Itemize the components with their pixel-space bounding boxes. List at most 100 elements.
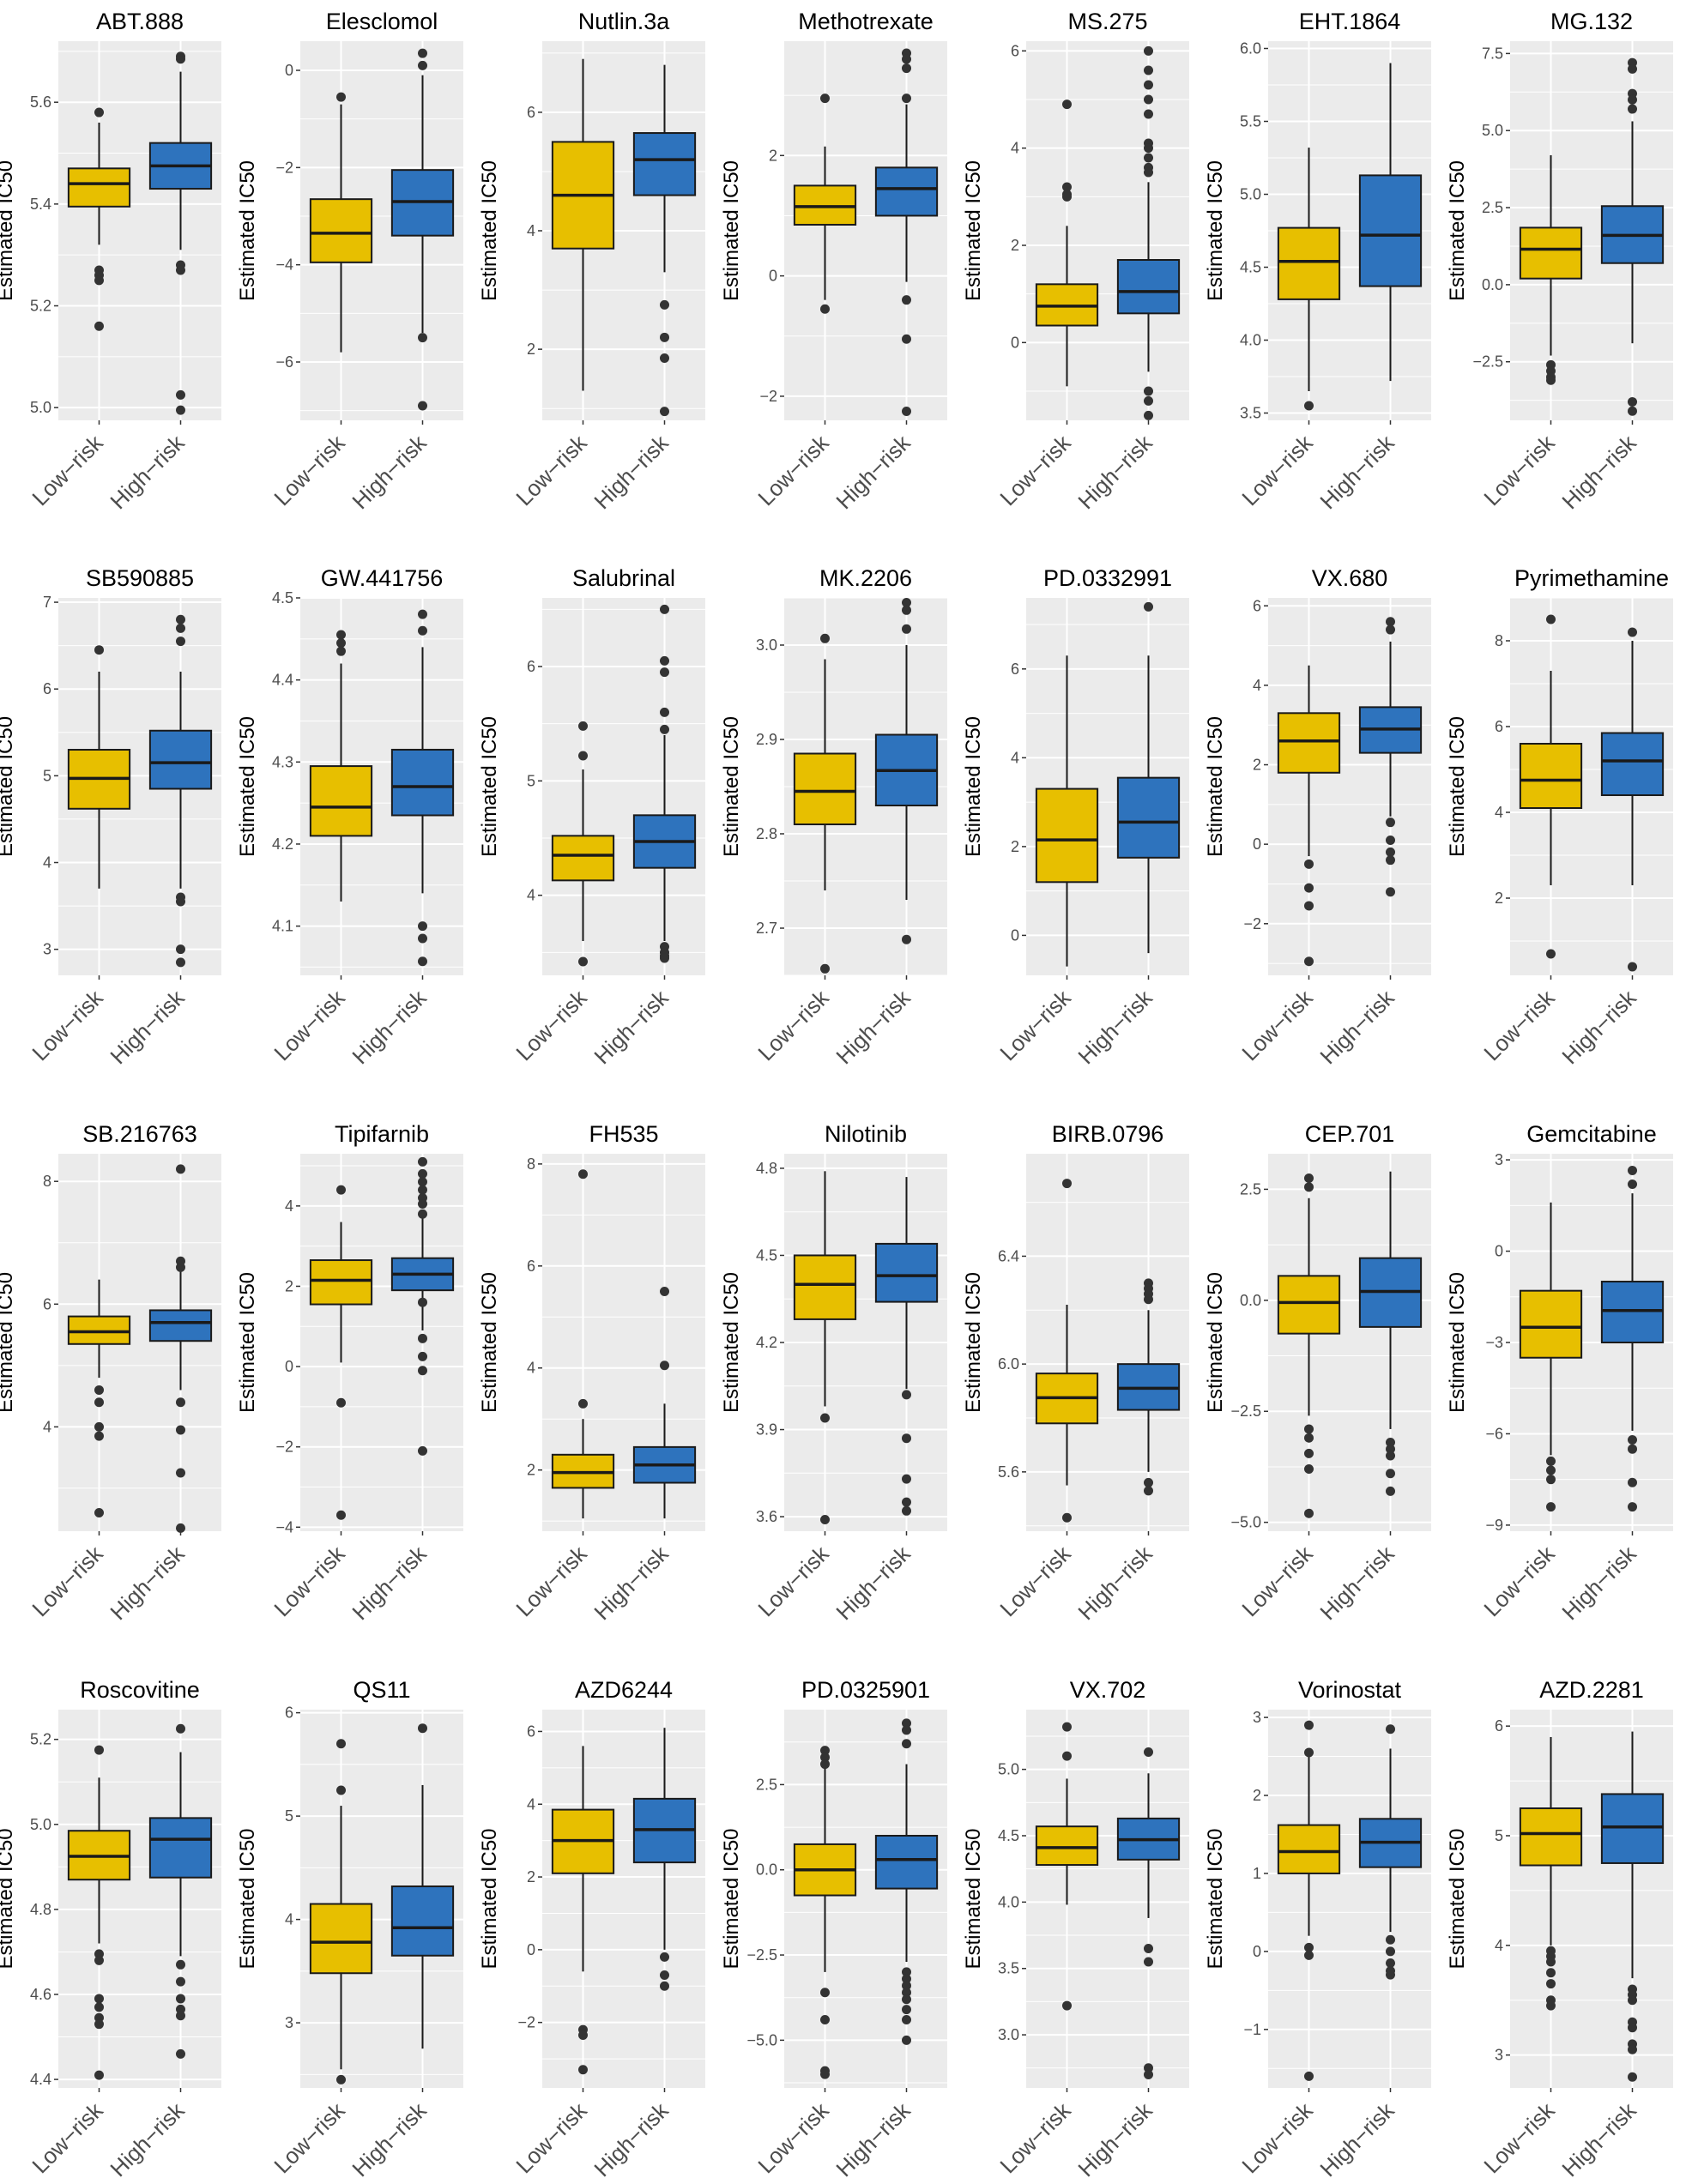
outlier-point (94, 1397, 104, 1408)
outlier-point (418, 48, 427, 58)
y-tick-label: 6 (527, 658, 535, 675)
panel-title: MS.275 (1067, 9, 1147, 34)
low-risk-box (551, 1169, 615, 1519)
outlier-point (1546, 949, 1556, 959)
outlier-point (1304, 1433, 1314, 1443)
y-tick-label: 3.5 (998, 1960, 1019, 1977)
x-category-label: Low−risk (27, 2097, 108, 2178)
outlier-point (902, 1725, 911, 1735)
y-tick-label: −1 (1243, 2021, 1261, 2038)
outlier-point (820, 963, 830, 974)
low-risk-box (67, 645, 131, 889)
outlier-point (418, 625, 427, 636)
outlier-point (1304, 1747, 1314, 1758)
y-tick-label: 4 (285, 1198, 293, 1215)
x-category-label: Low−risk (752, 984, 834, 1065)
outlier-point (820, 1413, 830, 1423)
x-category-label: High−risk (105, 1540, 190, 1625)
x-category-label: High−risk (105, 429, 190, 514)
y-tick-label: 4.5 (1240, 259, 1261, 276)
iqr-box (1116, 259, 1181, 315)
y-tick-label: 8 (527, 1155, 535, 1173)
outlier-point (660, 667, 669, 678)
plot-background (1026, 1154, 1189, 1531)
boxplot-panel: Pyrimethamine 2 4 6 8 Estimated IC50 Low−riskH… (1446, 565, 1673, 1069)
y-tick-label: 0 (527, 1941, 535, 1958)
panel-title: SB.216763 (82, 1121, 197, 1147)
outlier-point (176, 405, 185, 415)
outlier-point (94, 1385, 104, 1395)
outlier-point (94, 1508, 104, 1518)
outlier-point (1628, 2072, 1637, 2082)
y-axis-title: Estimated IC50 (1446, 1828, 1469, 1969)
outlier-point (418, 1209, 427, 1219)
boxplot-panel: VX.680 −2 0 2 4 6 Estimated IC50 Low−riskHigh−r… (1204, 565, 1431, 1069)
outlier-point (1304, 1942, 1314, 1952)
boxplot-panel: ABT.888 5.0 5.2 5.4 5.6 Estimated IC50 Low−ris… (0, 9, 221, 514)
y-tick-label: 0 (285, 1358, 293, 1375)
outlier-point (176, 54, 185, 64)
x-category-label: Low−risk (1236, 984, 1318, 1065)
boxplot-panel: SB.216763 4 6 8 Estimated IC50 Low−riskHigh−r… (0, 1121, 221, 1625)
outlier-point (176, 1994, 185, 2004)
outlier-point (418, 1156, 427, 1167)
plot-background (1268, 1710, 1431, 2088)
outlier-point (176, 1397, 185, 1408)
outlier-point (660, 655, 669, 666)
y-tick-label: 2 (1253, 1787, 1261, 1804)
low-risk-box (793, 1746, 857, 2079)
plot-background (542, 598, 705, 975)
outlier-point (1628, 406, 1637, 416)
x-category-label: Low−risk (27, 1540, 108, 1621)
high-risk-box (1600, 627, 1665, 972)
panel-title: CEP.701 (1305, 1121, 1395, 1147)
x-category-label: Low−risk (1478, 429, 1560, 510)
low-risk-box (1277, 148, 1341, 411)
plot-background (784, 1710, 947, 2088)
outlier-point (1386, 624, 1395, 635)
outlier-point (336, 1739, 346, 1749)
outlier-point (1304, 859, 1314, 869)
outlier-point (902, 1505, 911, 1516)
outlier-point (418, 933, 427, 944)
y-axis-title: Estimated IC50 (236, 1828, 259, 1969)
y-axis-title: Estimated IC50 (1204, 1828, 1227, 1969)
low-risk-box (793, 94, 857, 314)
y-tick-label: 6.0 (998, 1355, 1019, 1373)
outlier-point (418, 60, 427, 70)
outlier-point (1386, 1934, 1395, 1945)
outlier-point (1304, 1173, 1314, 1183)
y-axis-title: Estimated IC50 (0, 1272, 17, 1413)
iqr-box (309, 1259, 373, 1306)
x-category-label: Low−risk (1236, 2097, 1318, 2178)
y-axis-title: Estimated IC50 (478, 160, 501, 301)
outlier-point (176, 1164, 185, 1174)
low-risk-box (1035, 655, 1099, 967)
outlier-point (1304, 1182, 1314, 1192)
outlier-point (1628, 1435, 1637, 1445)
panel-title: MK.2206 (819, 565, 912, 591)
high-risk-box (1358, 1724, 1423, 1980)
outlier-point (418, 1185, 427, 1195)
outlier-point (902, 1967, 911, 1977)
outlier-point (1386, 1444, 1395, 1454)
y-tick-label: 5.0 (1240, 186, 1261, 203)
y-tick-label: 6 (43, 1295, 51, 1312)
high-risk-box (632, 1287, 697, 1519)
y-tick-label: 4 (1253, 677, 1261, 694)
low-risk-box (67, 1745, 131, 2080)
outlier-point (176, 265, 185, 275)
high-risk-box (1116, 601, 1181, 954)
outlier-point (660, 604, 669, 614)
panel-title: Gemcitabine (1526, 1121, 1657, 1147)
high-risk-box (1358, 63, 1423, 382)
iqr-box (1358, 174, 1423, 287)
y-tick-label: 7.5 (1482, 45, 1503, 62)
plot-background (1268, 598, 1431, 975)
panel-title: AZD.2281 (1539, 1677, 1644, 1703)
iqr-box (309, 1903, 373, 1975)
y-tick-label: 0 (1253, 1943, 1261, 1960)
outlier-point (578, 721, 588, 731)
panel-title: ABT.888 (96, 9, 184, 34)
low-risk-box (793, 1171, 857, 1524)
